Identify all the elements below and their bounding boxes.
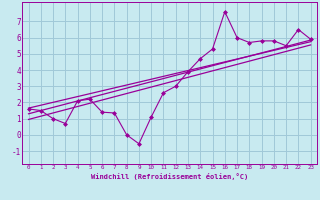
X-axis label: Windchill (Refroidissement éolien,°C): Windchill (Refroidissement éolien,°C)	[91, 173, 248, 180]
